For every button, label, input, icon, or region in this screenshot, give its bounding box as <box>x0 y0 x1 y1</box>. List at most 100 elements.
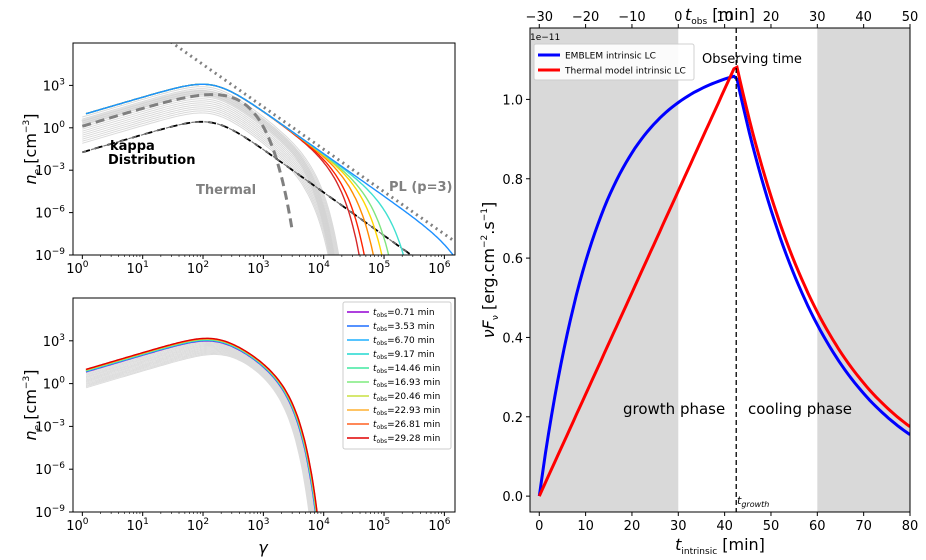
y-axis-label-bottom: ne [cm−3] <box>21 370 43 441</box>
x-ticks: 100 101 102 103 104 105 106 <box>66 512 451 534</box>
top-tick-label: 50 <box>902 10 919 25</box>
y-axis-label-right: νFν [erg.cm−2.s−1] <box>479 202 501 339</box>
gray-curve <box>82 98 335 255</box>
gray-curve <box>82 108 331 255</box>
top-tick-label: −30 <box>526 10 553 25</box>
gray-curve <box>85 350 311 512</box>
x-tick-label: 100 <box>66 517 89 534</box>
top-tick-label: −20 <box>572 10 599 25</box>
legend-label: tobs=9.17 min <box>373 350 435 361</box>
x-tick-label: 106 <box>428 517 451 534</box>
y-tick-label: 103 <box>43 333 65 350</box>
y-tick-label: 0.6 <box>502 252 523 267</box>
x-tick-label: 102 <box>187 517 209 534</box>
legend-box <box>342 301 452 450</box>
y-tick-label: 100 <box>43 376 66 393</box>
x-tick-label: 80 <box>902 519 919 534</box>
y-tick-label: 100 <box>43 120 66 137</box>
y-tick-label: 10−3 <box>35 418 65 435</box>
annotation-growth-phase: growth phase <box>623 400 725 418</box>
legend-label: EMBLEM intrinsic LC <box>565 52 656 62</box>
y-tick-label: 0.8 <box>502 173 523 188</box>
gray-curve <box>85 351 311 512</box>
legend-label: tobs=29.28 min <box>373 434 440 445</box>
legend-label: tobs=3.53 min <box>373 322 435 333</box>
x-tick-label: 105 <box>368 260 390 277</box>
x-tick-label: 70 <box>855 519 872 534</box>
x-tick-label: 105 <box>368 517 390 534</box>
y-tick-label: 10−6 <box>35 205 65 222</box>
y-ticks: 10−9 10−6 10−3 100 103 <box>35 77 73 264</box>
x-tick-label: 10 <box>577 519 594 534</box>
series-emblem <box>537 74 910 497</box>
gray-curve <box>82 112 329 255</box>
bottom-x-axis-label: tintrinsic [min] <box>675 535 765 557</box>
colored-series-curves <box>85 83 454 255</box>
annotation-thermal: Thermal <box>196 183 256 198</box>
x-tick-label: 102 <box>187 260 209 277</box>
x-tick-label: 40 <box>716 519 733 534</box>
top-x-axis-label: tobs [min] <box>685 5 755 27</box>
shaded-regions <box>530 28 910 512</box>
gray-curve <box>85 349 312 512</box>
shaded-region <box>530 28 679 512</box>
power-law-line <box>169 43 455 243</box>
x-axis-label-gamma: γ <box>258 538 269 557</box>
x-tick-label: 101 <box>127 260 149 277</box>
y-ticks: 10−9 10−6 10−3 100 103 <box>35 333 73 521</box>
panel-bottom-left: 100 101 102 103 104 105 106 10−9 10−6 10−3 100 103… <box>21 297 456 557</box>
annotation-power-law: PL (p=3) <box>389 180 452 195</box>
gray-curve <box>82 86 340 255</box>
legend-label: tobs=26.81 min <box>373 420 440 431</box>
legend-label: Thermal model intrinsic LC <box>564 67 686 77</box>
legend-label: tobs=20.46 min <box>373 392 440 403</box>
x-tick-label: 20 <box>624 519 641 534</box>
panel-right: 0 10 20 30 40 50 60 70 80 −30 −20 −10 0 10 20 30 40 50 0… <box>479 5 918 557</box>
x-tick-label: 100 <box>66 260 89 277</box>
axes-frame <box>529 27 911 513</box>
colored-series-curves <box>85 337 318 512</box>
top-tick-label: 0 <box>674 10 682 25</box>
y-offset-text: 1e−11 <box>530 33 560 43</box>
gray-curve <box>85 351 311 512</box>
x-tick-label: 50 <box>763 519 780 534</box>
x-tick-label: 0 <box>535 519 543 534</box>
annotation-kappa: kappa <box>110 139 155 154</box>
annotation-observing-time: Observing time <box>702 52 802 67</box>
series-thermal <box>537 64 910 497</box>
x-tick-label: 60 <box>809 519 826 534</box>
x-tick-label: 103 <box>247 260 269 277</box>
annotation-distribution: Distribution <box>108 153 195 168</box>
legend-box <box>533 43 695 81</box>
x-tick-label: 106 <box>428 260 451 277</box>
series-cutoff_7 <box>85 83 454 255</box>
annotation-cooling-phase: cooling phase <box>748 400 852 418</box>
y-tick-label: 10−9 <box>35 504 65 521</box>
y-tick-label: 0.0 <box>502 490 523 505</box>
growth-time-label: tgrowth <box>737 494 769 509</box>
gray-evolution-curves <box>81 43 455 255</box>
y-tick-label: 0.2 <box>502 411 523 426</box>
y-tick-label: 10−3 <box>35 162 65 179</box>
x-ticks: 100 101 102 103 104 105 106 <box>66 255 451 277</box>
gray-curve <box>85 353 310 512</box>
x-ticks: 0 10 20 30 40 50 60 70 80 <box>535 512 918 534</box>
y-tick-label: 10−9 <box>35 247 65 264</box>
y-tick-label: 10−6 <box>35 461 65 478</box>
axes-frame <box>72 42 456 256</box>
top-x-ticks: −30 −20 −10 0 10 20 30 40 50 <box>526 10 919 28</box>
thermal-dashed <box>81 93 294 230</box>
gray-band <box>81 89 335 255</box>
light-curves <box>537 64 910 497</box>
x-tick-label: 101 <box>127 517 149 534</box>
gray-curve <box>82 110 330 255</box>
legend: tobs=0.71 min tobs=3.53 min tobs=6.70 min t… <box>342 301 452 450</box>
top-tick-label: 10 <box>716 10 733 25</box>
gray-curve <box>85 353 310 512</box>
gray-curve <box>82 100 334 255</box>
x-tick-label: 104 <box>308 260 331 277</box>
axes-frame <box>72 297 456 513</box>
gray-curve <box>85 347 313 512</box>
legend-label: tobs=16.93 min <box>373 378 440 389</box>
